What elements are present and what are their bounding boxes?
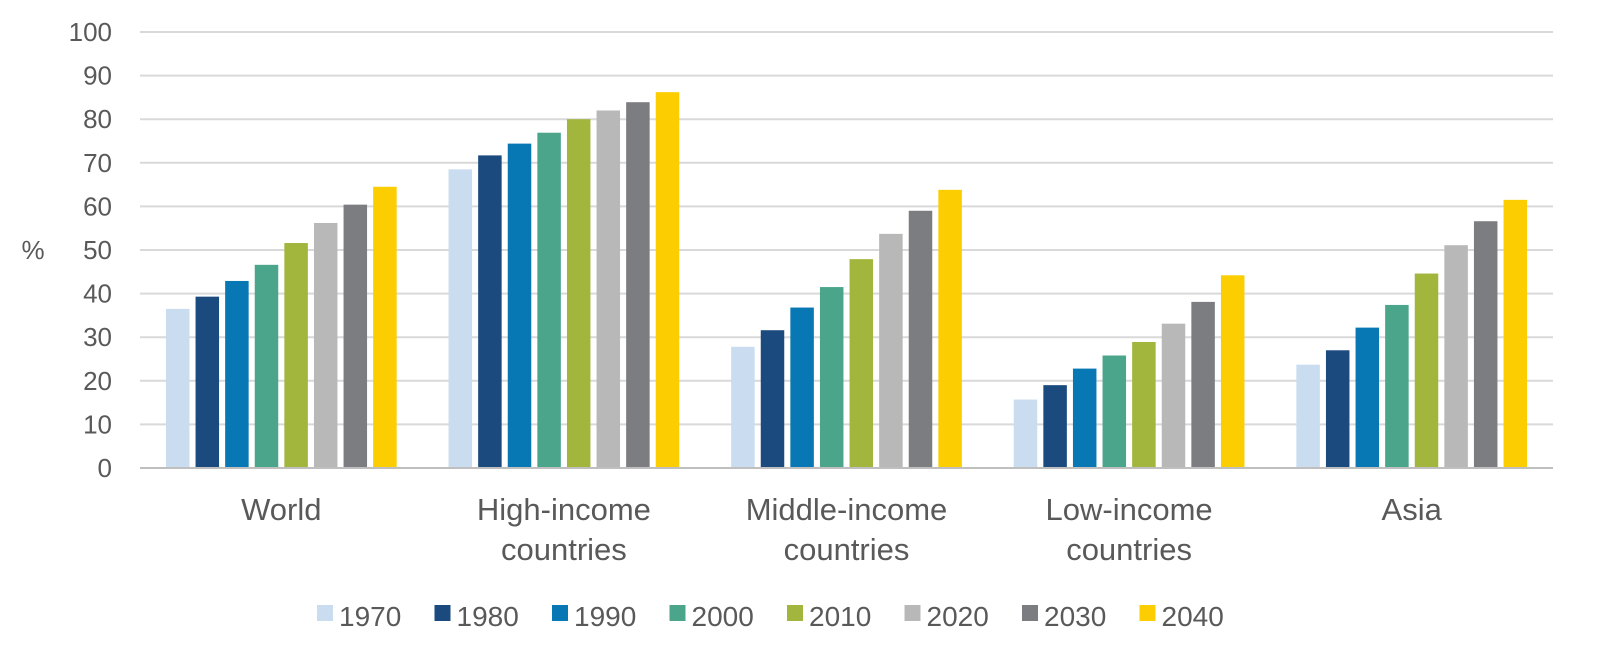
legend-swatch-2030 [1022,605,1038,621]
bar-2030-2 [908,210,933,468]
bar-1970-3 [1013,399,1038,468]
bar-1990-4 [1355,327,1380,468]
bars [165,92,1528,469]
y-tick-label: 0 [98,453,112,483]
bar-1980-1 [478,155,502,468]
legend-label-2020: 2020 [927,601,989,632]
legend-swatch-2000 [669,605,686,621]
y-tick-label: 70 [83,148,112,178]
bar-1980-4 [1325,350,1350,468]
y-tick-label: 40 [83,279,112,309]
bar-2010-2 [849,259,874,468]
bar-2000-0 [254,264,279,468]
bar-2020-1 [596,110,621,468]
bar-2020-2 [879,233,903,468]
bar-1970-1 [448,169,473,468]
legend-label-1990: 1990 [574,601,636,632]
bar-2000-2 [819,287,844,468]
y-tick-label: 90 [83,61,112,91]
bar-1980-2 [760,330,785,468]
y-tick-label: 20 [83,366,112,396]
legend-swatch-2020 [904,605,921,621]
y-tick-label: 30 [83,322,112,352]
legend-label-2030: 2030 [1044,601,1106,632]
legend-label-2010: 2010 [809,601,871,632]
y-tick-label: 60 [83,191,112,221]
bar-2040-1 [655,92,680,468]
y-tick-label: 10 [83,409,112,439]
legend-label-2000: 2000 [692,601,754,632]
bar-2020-3 [1161,323,1186,468]
x-category-label: Middle-income [746,492,948,527]
bar-1990-0 [225,280,249,468]
bar-1970-0 [165,308,190,468]
bar-2010-0 [284,243,308,468]
legend: 1970 1980 1990 2000 2010 2020 2030 2040 [317,601,1224,632]
bar-2040-0 [373,186,397,468]
bar-1980-0 [195,296,220,468]
x-category-label: countries [1066,532,1192,567]
bar-1990-3 [1072,368,1097,468]
bar-2000-3 [1102,355,1127,468]
bar-1970-4 [1296,364,1320,468]
bar-1990-2 [790,307,814,468]
x-category-label: Low-income [1046,492,1213,527]
legend-label-2040: 2040 [1162,601,1224,632]
bar-2020-4 [1444,245,1468,468]
bar-2040-4 [1503,199,1528,469]
bar-2010-3 [1132,341,1156,468]
bar-2020-0 [313,222,338,468]
y-tick-label: 100 [69,17,112,47]
bar-2000-1 [537,132,561,468]
bar-2040-2 [938,189,962,468]
legend-swatch-2010 [787,605,803,621]
bar-2030-1 [626,102,650,469]
bar-1990-1 [507,143,532,468]
legend-swatch-1990 [552,605,568,621]
bar-2010-4 [1414,273,1439,468]
bar-2030-3 [1191,301,1215,468]
x-category-label: World [241,492,321,527]
legend-swatch-2040 [1139,605,1156,621]
legend-swatch-1980 [434,605,451,621]
bar-2040-3 [1220,275,1245,468]
bar-1980-3 [1043,385,1067,468]
bar-2000-4 [1385,304,1409,468]
bar-2010-1 [566,119,591,468]
legend-label-1980: 1980 [457,601,519,632]
y-axis-label: % [21,235,44,265]
x-category-label: Asia [1382,492,1443,527]
y-axis-ticks: 0 10 20 30 40 50 60 70 80 90 100 [69,17,112,483]
y-tick-label: 80 [83,104,112,134]
x-category-label: countries [501,532,627,567]
bar-1970-2 [731,346,755,468]
y-tick-label: 50 [83,235,112,265]
x-axis-categories: World High-income countries Middle-income co… [241,492,1443,567]
x-category-label: countries [784,532,910,567]
bar-2030-4 [1473,221,1498,468]
legend-label-1970: 1970 [339,601,401,632]
bar-2030-0 [343,204,368,468]
x-category-label: High-income [477,492,651,527]
legend-swatch-1970 [317,605,333,621]
